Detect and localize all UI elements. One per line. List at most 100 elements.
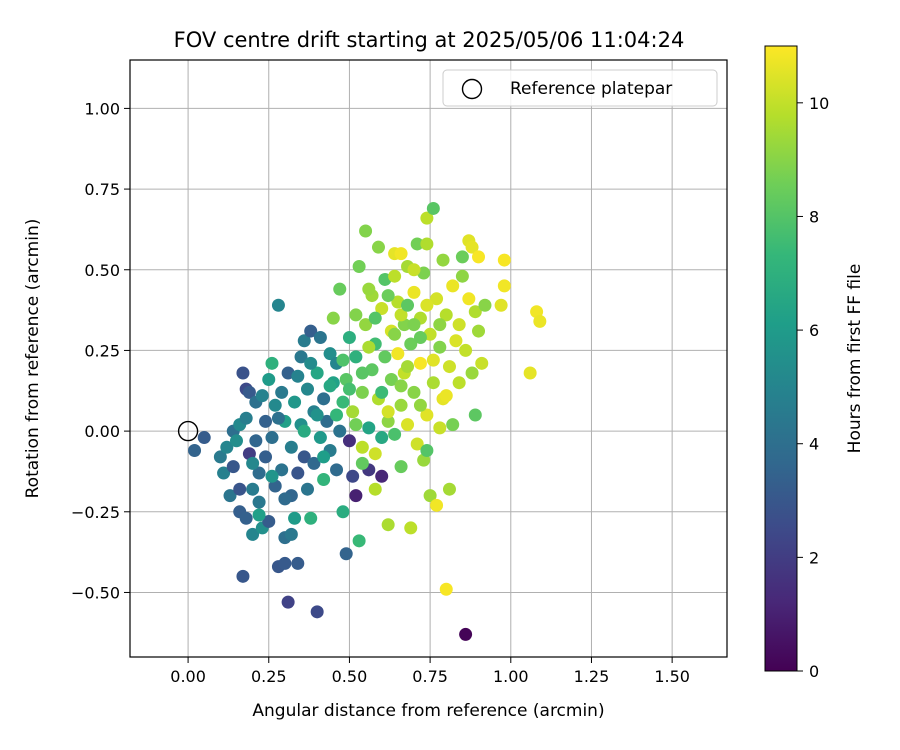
data-point <box>300 382 314 396</box>
data-point <box>388 427 402 441</box>
data-points <box>188 201 547 641</box>
data-point <box>349 489 363 503</box>
data-point <box>265 431 279 445</box>
grid-lines <box>130 60 727 657</box>
data-point <box>313 431 327 445</box>
data-point <box>430 292 444 306</box>
data-point <box>375 385 389 399</box>
x-tick-label: 0.50 <box>332 667 368 686</box>
data-point <box>242 385 256 399</box>
data-point <box>284 440 298 454</box>
data-point <box>394 379 408 393</box>
colorbar-tick-label: 0 <box>809 662 819 681</box>
y-tick-label: 0.50 <box>84 261 120 280</box>
data-point <box>265 356 279 370</box>
y-tick-label: 0.00 <box>84 422 120 441</box>
data-point <box>452 376 466 390</box>
x-tick-label: 1.25 <box>574 667 610 686</box>
data-point <box>342 382 356 396</box>
data-point <box>388 269 402 283</box>
data-point <box>229 434 243 448</box>
data-point <box>307 456 321 470</box>
data-point <box>368 311 382 325</box>
data-point <box>352 260 366 274</box>
data-point <box>271 411 285 425</box>
data-point <box>426 201 440 215</box>
data-point <box>213 450 227 464</box>
data-point <box>333 424 347 438</box>
data-point <box>278 556 292 570</box>
data-point <box>310 408 324 422</box>
y-axis-label: Rotation from reference (arcmin) <box>23 219 43 499</box>
data-point <box>320 414 334 428</box>
data-point <box>317 473 331 487</box>
data-point <box>413 398 427 412</box>
colorbar: 0 2 4 6 8 10 Hours from first FF file <box>764 45 865 681</box>
y-tick-label: 0.25 <box>84 341 120 360</box>
data-point <box>375 301 389 315</box>
data-point <box>297 450 311 464</box>
data-point <box>426 353 440 367</box>
colorbar-gradient <box>764 45 798 672</box>
data-point <box>436 253 450 267</box>
data-point <box>246 456 260 470</box>
data-point <box>420 237 434 251</box>
data-point <box>294 350 308 364</box>
data-point <box>468 305 482 319</box>
data-point <box>465 240 479 254</box>
data-point <box>413 356 427 370</box>
data-point <box>223 489 237 503</box>
data-point <box>288 395 302 409</box>
data-point <box>459 627 473 641</box>
data-point <box>323 379 337 393</box>
data-point <box>468 408 482 422</box>
data-point <box>220 440 234 454</box>
data-point <box>478 298 492 312</box>
reference-marker <box>177 420 199 442</box>
y-tick-label: 1.00 <box>84 99 120 118</box>
data-point <box>342 331 356 345</box>
data-point <box>255 389 269 403</box>
data-point <box>249 434 263 448</box>
data-point <box>442 482 456 496</box>
y-tick-label: −0.25 <box>71 503 120 522</box>
data-point <box>394 308 408 322</box>
data-point <box>410 437 424 451</box>
data-point <box>317 392 331 406</box>
data-point <box>330 408 344 422</box>
data-point <box>359 318 373 332</box>
data-point <box>336 395 350 409</box>
legend: Reference platepar <box>442 69 718 107</box>
colorbar-ticks: 0 2 4 6 8 10 <box>797 94 829 681</box>
data-point <box>304 356 318 370</box>
data-point <box>401 360 415 374</box>
data-point <box>410 237 424 251</box>
data-point <box>407 263 421 277</box>
legend-label: Reference platepar <box>510 79 672 99</box>
data-point <box>407 318 421 332</box>
data-point <box>259 414 273 428</box>
data-point <box>339 547 353 561</box>
legend-box <box>442 69 718 107</box>
data-point <box>284 527 298 541</box>
x-axis: 0.00 0.25 0.50 0.75 1.00 1.25 1.50 <box>170 657 690 686</box>
data-point <box>236 366 250 380</box>
data-point <box>388 327 402 341</box>
data-point <box>455 269 469 283</box>
data-point <box>226 460 240 474</box>
data-point <box>375 469 389 483</box>
data-point <box>533 314 547 328</box>
data-point <box>433 318 447 332</box>
x-tick-label: 1.50 <box>654 667 690 686</box>
data-point <box>497 279 511 293</box>
data-point <box>330 463 344 477</box>
data-point <box>262 514 276 528</box>
x-tick-label: 0.75 <box>412 667 448 686</box>
data-point <box>407 385 421 399</box>
data-point <box>449 334 463 348</box>
data-point <box>404 521 418 535</box>
data-point <box>300 482 314 496</box>
data-point <box>246 482 260 496</box>
data-point <box>497 253 511 267</box>
data-point <box>342 434 356 448</box>
